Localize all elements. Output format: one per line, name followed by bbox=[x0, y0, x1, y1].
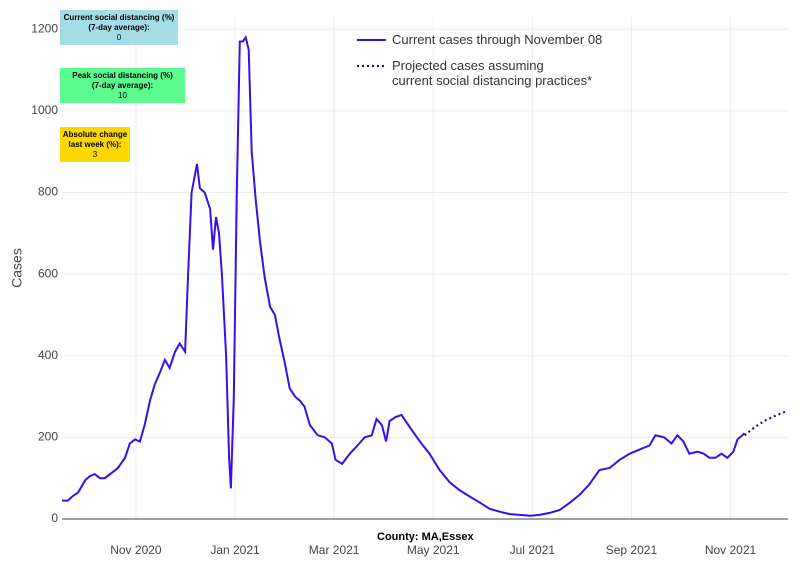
x-tick-label: May 2021 bbox=[407, 543, 460, 557]
y-axis-title: Cases bbox=[9, 248, 25, 288]
y-tick-label: 400 bbox=[38, 348, 58, 362]
annotation-label: Absolute change last week (%): bbox=[62, 130, 128, 149]
x-tick-label: Jan 2021 bbox=[210, 543, 260, 557]
y-tick-label: 1000 bbox=[31, 103, 58, 117]
x-tick-label: Jul 2021 bbox=[510, 543, 556, 557]
x-tick-label: Nov 2020 bbox=[110, 543, 162, 557]
annotation-label: Current social distancing (%) (7-day ave… bbox=[63, 13, 175, 32]
annotation-value: 3 bbox=[92, 150, 98, 159]
legend-label: Projected cases assuming current social … bbox=[392, 58, 593, 88]
x-tick-label: Mar 2021 bbox=[309, 543, 360, 557]
y-tick-label: 0 bbox=[51, 511, 58, 525]
x-tick-label: Nov 2021 bbox=[705, 543, 757, 557]
annotation-label: Peak social distancing (%) (7-day averag… bbox=[72, 71, 173, 90]
y-tick-label: 600 bbox=[38, 266, 58, 280]
annotation-value: 10 bbox=[118, 91, 127, 100]
annotation-box: Absolute change last week (%): 3 bbox=[60, 127, 130, 162]
y-tick-label: 800 bbox=[38, 185, 58, 199]
annotation-value: 0 bbox=[116, 33, 122, 42]
x-axis-title: County: MA,Essex bbox=[377, 531, 474, 543]
y-tick-label: 1200 bbox=[31, 21, 58, 35]
line-series bbox=[743, 409, 788, 437]
annotation-box: Current social distancing (%) (7-day ave… bbox=[60, 10, 178, 45]
annotation-box: Peak social distancing (%) (7-day averag… bbox=[60, 68, 185, 103]
x-tick-label: Sep 2021 bbox=[606, 543, 658, 557]
line-series bbox=[62, 35, 746, 517]
legend-label: Current cases through November 08 bbox=[392, 32, 603, 47]
y-tick-label: 200 bbox=[38, 430, 58, 444]
